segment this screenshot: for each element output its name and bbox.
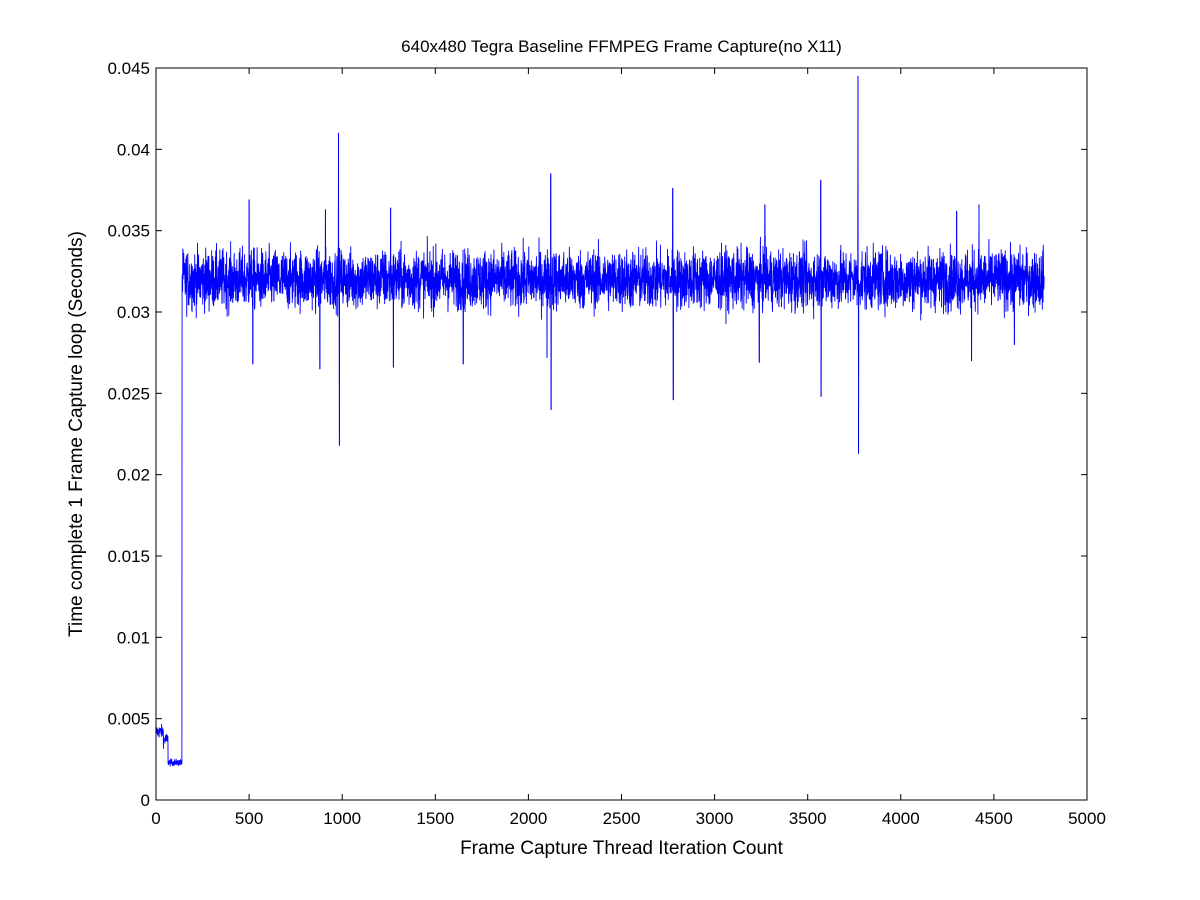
y-tick-label: 0.02 (117, 466, 150, 485)
y-axis-label: Time complete 1 Frame Capture loop (Seco… (66, 231, 87, 637)
y-tick-label: 0.03 (117, 303, 150, 322)
x-tick-label: 5000 (1068, 809, 1106, 828)
x-axis-label: Frame Capture Thread Iteration Count (460, 838, 784, 859)
x-tick-label: 4500 (975, 809, 1013, 828)
x-tick-label: 2500 (603, 809, 641, 828)
series-layer (155, 75, 1045, 767)
y-tick-label: 0.025 (107, 384, 150, 403)
plot-area (156, 68, 1087, 800)
ticks-layer: 0 500 1000 1500 2000 2500 3000 3500 4000 4500 5000… (107, 59, 1105, 828)
y-tick-label: 0.035 (107, 222, 150, 241)
x-tick-label: 2000 (509, 809, 547, 828)
y-tick-label: 0.04 (117, 140, 150, 159)
x-tick-label: 3500 (789, 809, 827, 828)
series-line-0 (155, 75, 1045, 767)
plot-frame (155, 67, 1088, 801)
x-tick-label: 4000 (882, 809, 920, 828)
x-tick-label: 1500 (416, 809, 454, 828)
x-tick-label: 500 (235, 809, 263, 828)
chart-title: 640x480 Tegra Baseline FFMPEG Frame Capt… (401, 37, 842, 56)
y-tick-label: 0.01 (117, 628, 150, 647)
y-tick-label: 0.005 (107, 710, 150, 729)
y-tick-label: 0 (141, 791, 150, 810)
x-tick-label: 1000 (323, 809, 361, 828)
x-tick-label: 0 (151, 809, 160, 828)
y-tick-label: 0.015 (107, 547, 150, 566)
y-tick-label: 0.045 (107, 59, 150, 78)
x-tick-label: 3000 (696, 809, 734, 828)
